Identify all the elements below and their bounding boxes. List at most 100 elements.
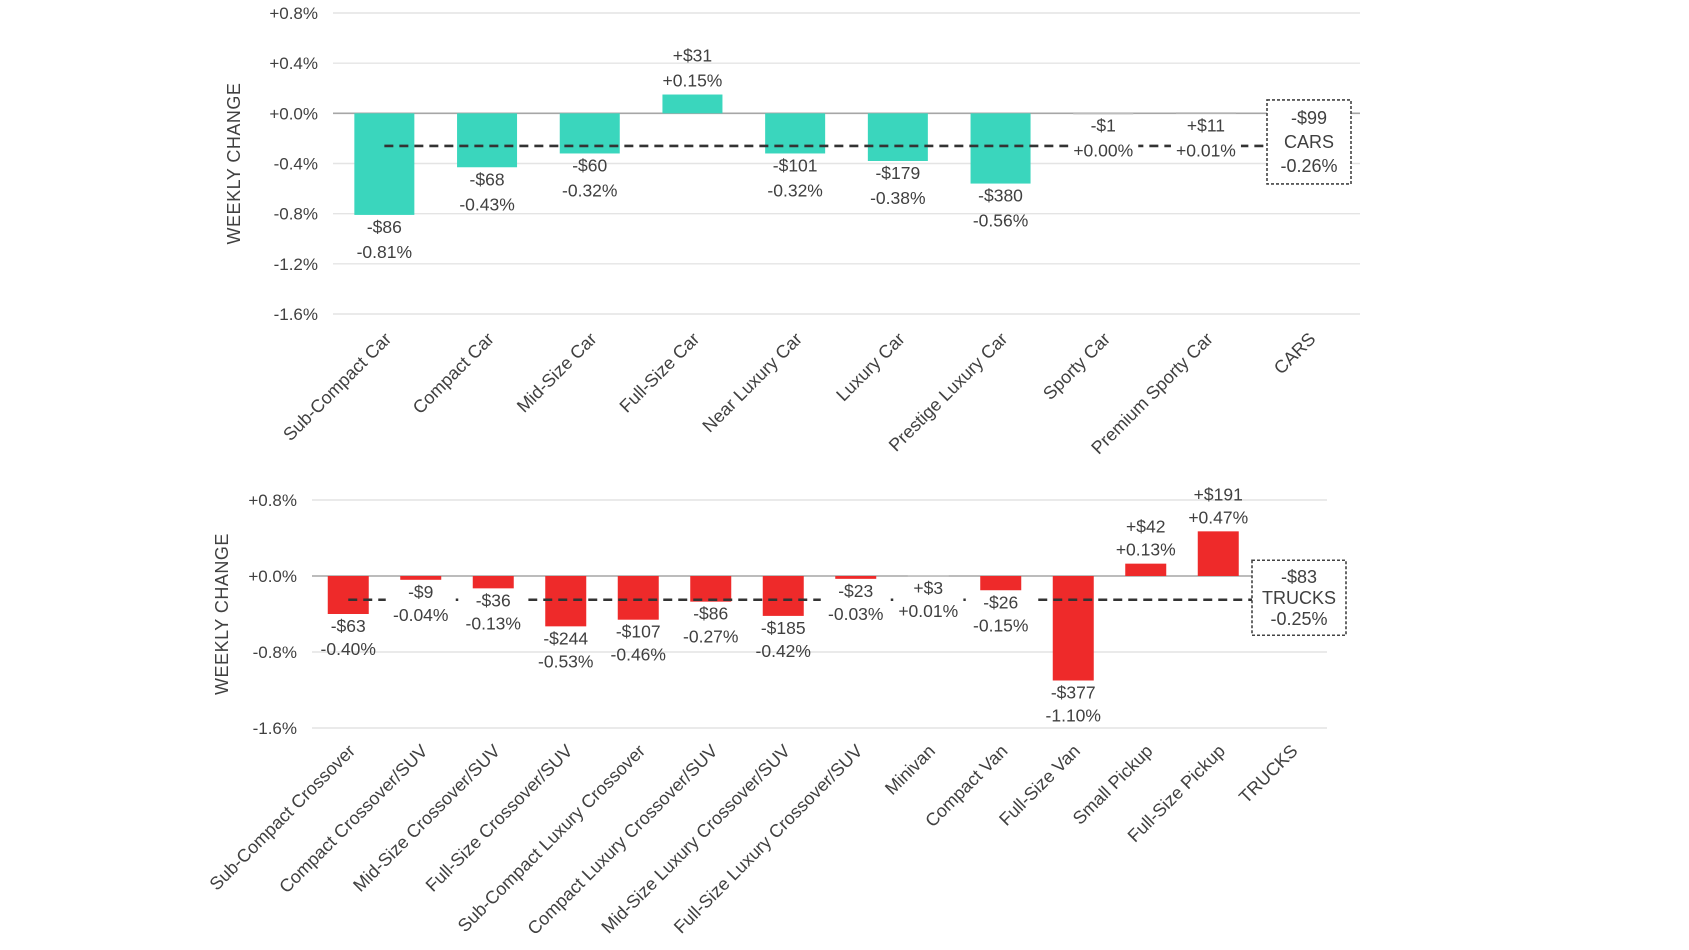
data-label-dollar: -$244 — [543, 628, 588, 648]
x-category-label: Sub-Compact Crossover — [206, 741, 359, 894]
bar — [1052, 576, 1094, 681]
bar — [559, 113, 620, 154]
data-label-dollar: +$42 — [1126, 517, 1165, 537]
data-label-dollar: -$86 — [367, 217, 402, 237]
data-label-percent: +0.01% — [1176, 140, 1236, 160]
data-label-percent: +0.01% — [898, 601, 958, 621]
average-dollar-label: -$99 — [1291, 108, 1327, 128]
bar — [400, 576, 442, 580]
data-label-percent: -0.42% — [756, 641, 811, 661]
y-tick-label: -0.8% — [253, 643, 297, 662]
bar — [1073, 113, 1134, 115]
y-tick-label: +0.0% — [269, 104, 318, 123]
average-box — [1266, 99, 1352, 185]
x-category-label: Full-Size Crossover/SUV — [422, 741, 577, 896]
data-label-dollar: -$377 — [1051, 683, 1096, 703]
data-label-dollar: -$26 — [983, 592, 1018, 612]
bar — [662, 94, 723, 114]
bar — [457, 113, 518, 168]
bar — [327, 576, 369, 614]
cars-chart: +0.8% +0.4% +0.0% -0.4% -0.8% -1.2% -1.6% WEEKL… — [224, 4, 1360, 458]
y-tick-label: +0.4% — [269, 54, 318, 73]
bar — [617, 576, 659, 620]
bar — [1175, 112, 1236, 114]
data-label-dollar: -$1 — [1091, 115, 1116, 135]
x-category-label: TRUCKS — [1235, 741, 1301, 807]
label-knockout — [1170, 142, 1241, 149]
bar — [980, 576, 1022, 591]
bar — [970, 113, 1031, 184]
bar — [762, 576, 804, 616]
x-category-label: Sporty Car — [1039, 329, 1114, 404]
label-knockout — [458, 596, 529, 603]
data-label-dollar: -$107 — [616, 622, 661, 642]
data-label-percent: -0.27% — [683, 627, 738, 647]
bar — [765, 113, 826, 154]
data-label-percent: -0.56% — [973, 211, 1028, 231]
trucks-chart: +0.8% +0.0% -0.8% -1.6% WEEKLY CHANGE -$63 -0.… — [206, 484, 1347, 939]
y-tick-label: -0.8% — [274, 205, 318, 224]
average-percent-label: -0.26% — [1280, 156, 1337, 176]
bar — [907, 575, 949, 577]
y-axis-title: WEEKLY CHANGE — [224, 83, 244, 245]
average-name-label: CARS — [1284, 132, 1334, 152]
y-tick-label: -1.6% — [274, 305, 318, 324]
data-label-dollar: -$60 — [572, 155, 607, 175]
x-category-label: Minivan — [881, 741, 939, 799]
label-knockout — [820, 596, 891, 603]
bar — [835, 576, 877, 579]
data-label-percent: -0.53% — [538, 651, 593, 671]
data-label-dollar: -$63 — [331, 616, 366, 636]
data-label-dollar: +$11 — [1187, 115, 1225, 135]
label-knockout — [385, 596, 456, 603]
bar — [545, 576, 587, 627]
x-category-label: Full-Size Car — [616, 329, 704, 417]
x-category-label: CARS — [1270, 329, 1320, 379]
bar — [867, 113, 928, 161]
x-category-label: Luxury Car — [832, 329, 908, 405]
data-label-dollar: -$179 — [875, 163, 920, 183]
x-category-label: Compact Car — [409, 329, 498, 418]
data-label-dollar: -$86 — [693, 604, 728, 624]
average-dollar-label: -$83 — [1281, 567, 1317, 587]
average-percent-label: -0.25% — [1270, 609, 1327, 629]
data-label-dollar: -$380 — [978, 186, 1023, 206]
data-label-percent: -0.32% — [562, 180, 617, 200]
x-category-label: Mid-Size Car — [513, 329, 601, 417]
bar — [1197, 531, 1239, 576]
y-tick-label: -1.6% — [253, 719, 297, 738]
data-label-dollar: -$36 — [476, 590, 511, 610]
y-tick-label: +0.8% — [269, 4, 318, 23]
label-knockout — [1068, 142, 1139, 149]
data-label-percent: -0.13% — [466, 613, 521, 633]
label-knockout — [965, 596, 1036, 603]
data-label-percent: -0.04% — [393, 605, 448, 625]
data-label-percent: -0.43% — [459, 194, 514, 214]
bar — [354, 113, 415, 215]
label-knockout — [893, 596, 964, 603]
average-box — [1251, 559, 1347, 637]
y-axis-title: WEEKLY CHANGE — [212, 533, 232, 695]
y-tick-label: +0.0% — [248, 567, 297, 586]
data-label-percent: +0.15% — [663, 71, 723, 91]
bar — [690, 576, 732, 602]
y-tick-label: -0.4% — [274, 155, 318, 174]
data-label-dollar: -$23 — [838, 581, 873, 601]
x-category-label: Near Luxury Car — [698, 329, 806, 437]
data-label-percent: -0.15% — [973, 615, 1028, 635]
data-label-dollar: -$68 — [470, 169, 505, 189]
data-label-dollar: +$191 — [1194, 484, 1243, 504]
data-label-percent: -0.40% — [321, 639, 376, 659]
data-label-percent: -0.81% — [357, 242, 412, 262]
data-label-percent: -0.32% — [767, 180, 822, 200]
data-label-dollar: +$31 — [673, 46, 712, 66]
data-label-dollar: -$185 — [761, 618, 806, 638]
average-name-label: TRUCKS — [1262, 588, 1336, 608]
data-label-percent: +0.13% — [1116, 540, 1176, 560]
data-label-percent: -1.10% — [1046, 706, 1101, 726]
data-label-percent: +0.47% — [1188, 507, 1248, 527]
data-label-dollar: +$3 — [913, 578, 943, 598]
y-tick-label: +0.8% — [248, 491, 297, 510]
bar — [1125, 563, 1167, 576]
